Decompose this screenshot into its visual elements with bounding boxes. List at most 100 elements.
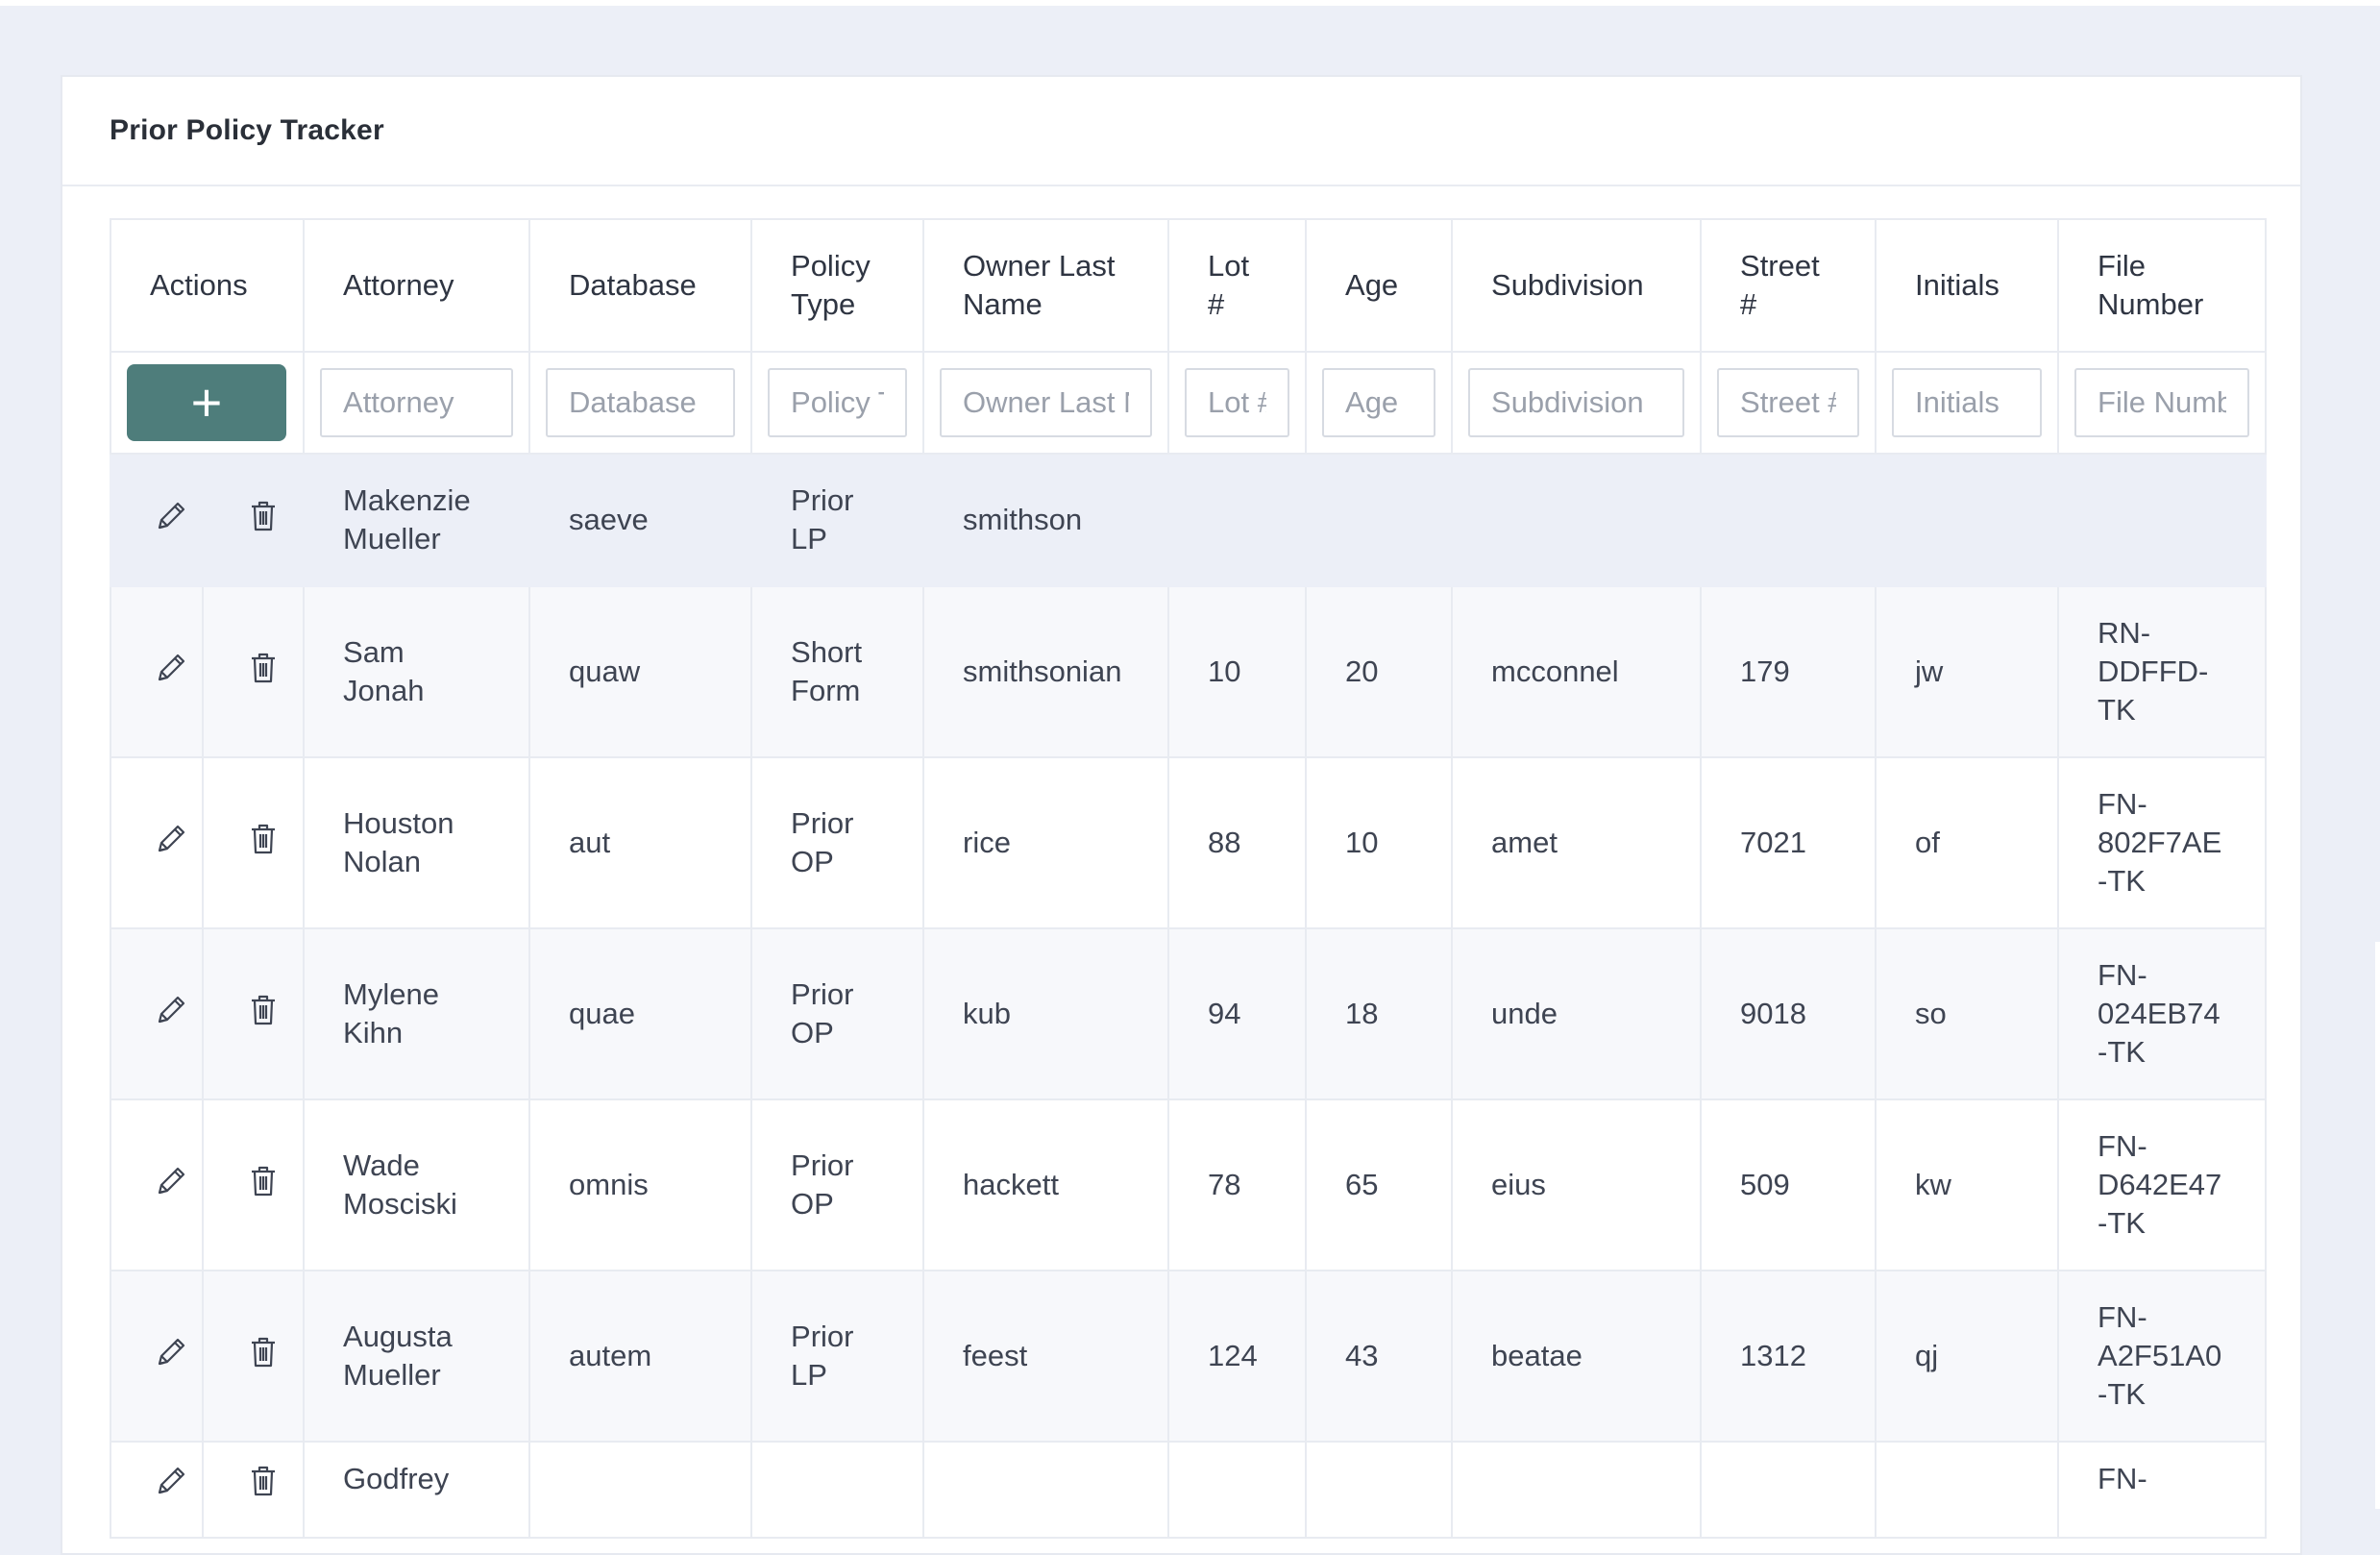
- cell-initials: qj: [1875, 1270, 2060, 1443]
- lot-filter-input[interactable]: [1185, 368, 1290, 437]
- cell-file-number: [2057, 453, 2268, 587]
- card-header: Prior Policy Tracker: [62, 77, 2300, 186]
- cell-attorney: Makenzie Mueller: [303, 453, 531, 587]
- col-file-number[interactable]: File Number: [2057, 218, 2268, 353]
- pencil-icon[interactable]: [150, 1331, 192, 1373]
- cell-lot: 88: [1167, 756, 1308, 929]
- edit-cell: [110, 585, 204, 758]
- table-row[interactable]: Houston Nolan aut Prior OP rice 88 10 amet 7021…: [110, 756, 2268, 929]
- cell-street: 179: [1700, 585, 1877, 758]
- cell-file-number: FN-024EB74-TK: [2057, 927, 2268, 1100]
- col-subdivision[interactable]: Subdivision: [1451, 218, 1703, 353]
- policy-type-filter-input[interactable]: [768, 368, 908, 437]
- cell-file-number: FN-A2F51A0-TK: [2057, 1270, 2268, 1443]
- trash-icon[interactable]: [242, 989, 284, 1031]
- filter-cell-age: [1305, 351, 1454, 455]
- col-owner-last-name[interactable]: Owner Last Name: [922, 218, 1170, 353]
- edit-cell: [110, 453, 204, 587]
- tracker-card: Prior Policy Tracker Actions Attorney Da…: [61, 75, 2302, 1555]
- filter-cell-file-number: [2057, 351, 2268, 455]
- cell-street: [1700, 1441, 1877, 1539]
- cell-subdivision: beatae: [1451, 1270, 1703, 1443]
- col-street[interactable]: Street #: [1700, 218, 1877, 353]
- col-actions: Actions: [109, 218, 306, 353]
- cell-age: 43: [1305, 1270, 1454, 1443]
- delete-cell: [201, 1441, 306, 1539]
- add-row-button[interactable]: +: [127, 364, 286, 441]
- col-age[interactable]: Age: [1305, 218, 1454, 353]
- delete-cell: [201, 1270, 306, 1443]
- edit-cell: [110, 1441, 204, 1539]
- owner-last-name-filter-input[interactable]: [940, 368, 1153, 437]
- cell-owner-last-name: kub: [922, 927, 1170, 1100]
- cell-owner-last-name: smithson: [922, 453, 1170, 587]
- cell-attorney: Mylene Kihn: [303, 927, 531, 1100]
- trash-icon[interactable]: [242, 818, 284, 860]
- filter-row: +: [109, 351, 2268, 455]
- cell-attorney: Augusta Mueller: [303, 1270, 531, 1443]
- delete-cell: [201, 1098, 306, 1271]
- col-lot[interactable]: Lot #: [1167, 218, 1308, 353]
- table-row[interactable]: Augusta Mueller autem Prior LP feest 124 43 be…: [110, 1270, 2268, 1443]
- cell-file-number: FN-802F7AE-TK: [2057, 756, 2268, 929]
- file-number-filter-input[interactable]: [2074, 368, 2250, 437]
- table-row[interactable]: Wade Mosciski omnis Prior OP hackett 78 65 eiu…: [110, 1098, 2268, 1271]
- cell-database: quaw: [528, 585, 753, 758]
- table-row[interactable]: Makenzie Mueller saeve Prior LP smithson: [110, 453, 2268, 587]
- cell-attorney: Wade Mosciski: [303, 1098, 531, 1271]
- trash-icon[interactable]: [242, 647, 284, 689]
- cell-owner-last-name: feest: [922, 1270, 1170, 1443]
- pencil-icon[interactable]: [150, 818, 192, 860]
- cell-initials: jw: [1875, 585, 2060, 758]
- col-policy-type[interactable]: Policy Type: [750, 218, 925, 353]
- cell-attorney: Godfrey: [303, 1441, 531, 1539]
- trash-icon[interactable]: [242, 1460, 284, 1502]
- cell-age: [1305, 1441, 1454, 1539]
- subdivision-filter-input[interactable]: [1468, 368, 1685, 437]
- cell-subdivision: [1451, 453, 1703, 587]
- page-scrollbar[interactable]: [2375, 942, 2380, 1509]
- cell-owner-last-name: [922, 1441, 1170, 1539]
- trash-icon[interactable]: [242, 495, 284, 537]
- table-row[interactable]: Sam Jonah quaw Short Form smithsonian 10 20 mc…: [110, 585, 2268, 758]
- table-row[interactable]: Mylene Kihn quae Prior OP kub 94 18 unde 9018 so…: [110, 927, 2268, 1100]
- col-database[interactable]: Database: [528, 218, 753, 353]
- edit-cell: [110, 1270, 204, 1443]
- cell-lot: [1167, 1441, 1308, 1539]
- cell-database: aut: [528, 756, 753, 929]
- cell-attorney: Houston Nolan: [303, 756, 531, 929]
- table-row[interactable]: Godfrey FN-: [110, 1441, 2268, 1539]
- initials-filter-input[interactable]: [1892, 368, 2043, 437]
- top-strip: [0, 0, 2380, 6]
- pencil-icon[interactable]: [150, 1460, 192, 1502]
- cell-lot: [1167, 453, 1308, 587]
- delete-cell: [201, 756, 306, 929]
- pencil-icon[interactable]: [150, 989, 192, 1031]
- filter-cell-lot: [1167, 351, 1308, 455]
- street-filter-input[interactable]: [1717, 368, 1860, 437]
- attorney-filter-input[interactable]: [320, 368, 514, 437]
- trash-icon[interactable]: [242, 1331, 284, 1373]
- cell-database: autem: [528, 1270, 753, 1443]
- cell-initials: [1875, 1441, 2060, 1539]
- cell-street: 9018: [1700, 927, 1877, 1100]
- cell-file-number: RN-DDFFD-TK: [2057, 585, 2268, 758]
- cell-policy-type: Prior OP: [750, 756, 925, 929]
- cell-database: omnis: [528, 1098, 753, 1271]
- trash-icon[interactable]: [242, 1160, 284, 1202]
- col-attorney[interactable]: Attorney: [303, 218, 531, 353]
- pencil-icon[interactable]: [150, 647, 192, 689]
- cell-age: 10: [1305, 756, 1454, 929]
- col-initials[interactable]: Initials: [1875, 218, 2060, 353]
- cell-policy-type: Prior OP: [750, 1098, 925, 1271]
- filter-cell-owner: [922, 351, 1170, 455]
- cell-street: [1700, 453, 1877, 587]
- delete-cell: [201, 453, 306, 587]
- database-filter-input[interactable]: [546, 368, 736, 437]
- pencil-icon[interactable]: [150, 495, 192, 537]
- pencil-icon[interactable]: [150, 1160, 192, 1202]
- age-filter-input[interactable]: [1322, 368, 1436, 437]
- header-row: Actions Attorney Database Policy Type Ow…: [109, 218, 2268, 353]
- policy-table: Actions Attorney Database Policy Type Ow…: [109, 218, 2268, 1539]
- cell-policy-type: [750, 1441, 925, 1539]
